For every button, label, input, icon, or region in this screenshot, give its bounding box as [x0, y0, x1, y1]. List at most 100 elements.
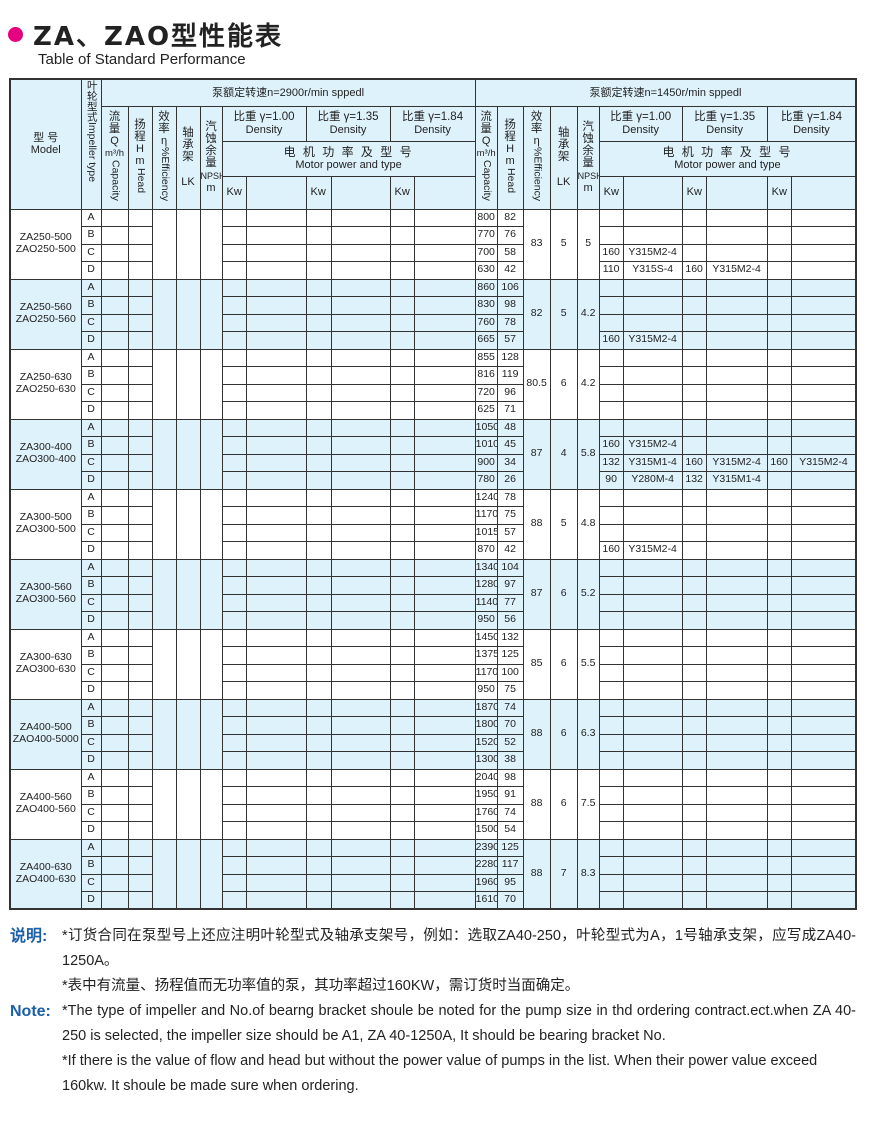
kw-2900-cell — [389, 453, 415, 472]
capacity-cell: 780 — [474, 471, 498, 490]
kw-cell — [766, 786, 792, 805]
capacity-cell: 1300 — [474, 751, 498, 770]
head-2900-cell — [127, 803, 153, 822]
kw-2900-cell — [389, 541, 415, 560]
kw-cell — [681, 313, 707, 332]
impeller-type-cell: C — [80, 593, 102, 612]
kw-2900-cell — [221, 523, 247, 542]
head-cell: 76 — [496, 226, 524, 245]
motor-type-2900-cell — [245, 593, 307, 612]
motor-type-2900-cell — [245, 733, 307, 752]
kw-cell — [681, 488, 707, 507]
lk-2900-cell — [175, 628, 201, 700]
motor-type-2900-cell — [245, 418, 307, 437]
capacity-2900-cell — [100, 786, 129, 805]
kw-2900-cell — [221, 698, 247, 717]
motor-type-2900-cell — [413, 838, 476, 857]
capacity-2900-cell — [100, 471, 129, 490]
motor-type-cell — [790, 488, 857, 507]
motor-type-2900-cell — [413, 716, 476, 735]
efficiency-2900-cell — [151, 628, 177, 700]
capacity-cell: 900 — [474, 453, 498, 472]
capacity-2900-cell — [100, 366, 129, 385]
efficiency-cell: 85 — [522, 628, 551, 700]
head-2900-cell — [127, 418, 153, 437]
header-kw-1450-0: Kw — [598, 175, 624, 210]
motor-type-2900-cell — [245, 278, 307, 297]
capacity-cell: 816 — [474, 366, 498, 385]
head-2900-cell — [127, 471, 153, 490]
impeller-type-cell: C — [80, 663, 102, 682]
kw-2900-cell — [389, 523, 415, 542]
bullet-dot-icon — [8, 27, 23, 42]
kw-cell — [681, 366, 707, 385]
motor-type-cell — [705, 331, 768, 350]
motor-type-2900-cell — [245, 838, 307, 857]
motor-type-2900-cell — [413, 873, 476, 892]
kw-cell — [681, 401, 707, 420]
capacity-2900-cell — [100, 803, 129, 822]
motor-type-cell — [790, 716, 857, 735]
capacity-cell: 1050 — [474, 418, 498, 437]
motor-type-cell — [790, 401, 857, 420]
impeller-type-cell: B — [80, 226, 102, 245]
head-cell: 91 — [496, 786, 524, 805]
kw-cell — [598, 768, 624, 787]
motor-type-cell: Y315M2-4 — [622, 243, 683, 262]
capacity-cell: 720 — [474, 383, 498, 402]
head-2900-cell — [127, 821, 153, 840]
motor-type-2900-cell — [330, 593, 391, 612]
head-cell: 75 — [496, 681, 524, 700]
kw-2900-cell — [305, 733, 332, 752]
kw-2900-cell — [305, 891, 332, 910]
motor-type-2900-cell — [330, 856, 391, 875]
table-row: ZA300-630 ZAO300-630 A 1450 132 85 6 5.5 — [9, 628, 857, 700]
header-density-1450-1: 比重 γ=1.35 Density — [681, 105, 768, 142]
motor-type-cell — [790, 663, 857, 682]
kw-cell — [598, 751, 624, 770]
header-efficiency-1450: 效率 η %Efficiency — [522, 105, 551, 210]
capacity-2900-cell — [100, 436, 129, 455]
kw-2900-cell — [221, 821, 247, 840]
kw-2900-cell — [389, 383, 415, 402]
impeller-type-cell: D — [80, 821, 102, 840]
kw-cell — [766, 296, 792, 315]
motor-type-cell — [790, 366, 857, 385]
impeller-type-cell: C — [80, 523, 102, 542]
head-2900-cell — [127, 838, 153, 857]
kw-cell — [766, 716, 792, 735]
impeller-type-cell: A — [80, 208, 102, 227]
motor-type-2900-cell — [413, 453, 476, 472]
kw-2900-cell — [389, 506, 415, 525]
head-2900-cell — [127, 436, 153, 455]
table-row: C 1760 74 — [10, 803, 857, 822]
motor-type-2900-cell — [245, 663, 307, 682]
motor-type-cell — [790, 523, 857, 542]
motor-type-cell — [705, 558, 768, 577]
head-2900-cell — [127, 891, 153, 910]
motor-type-cell — [790, 698, 857, 717]
motor-type-cell: Y315M2-4 — [622, 541, 683, 560]
kw-2900-cell — [389, 593, 415, 612]
npsh-2900-cell — [199, 348, 223, 420]
kw-2900-cell — [305, 541, 332, 560]
kw-2900-cell — [221, 261, 247, 280]
kw-cell — [766, 891, 792, 910]
kw-2900-cell — [305, 611, 332, 630]
kw-2900-cell — [221, 873, 247, 892]
kw-2900-cell — [305, 331, 332, 350]
kw-2900-cell — [221, 733, 247, 752]
model-cell: ZA300-400 ZAO300-400 — [9, 418, 82, 490]
head-cell: 57 — [496, 331, 524, 350]
head-cell: 56 — [496, 611, 524, 630]
lk-cell: 5 — [549, 278, 578, 350]
impeller-type-cell: B — [80, 716, 102, 735]
motor-type-cell — [622, 313, 683, 332]
kw-cell — [766, 821, 792, 840]
capacity-cell: 1170 — [474, 663, 498, 682]
capacity-2900-cell — [100, 698, 129, 717]
npsh-2900-cell — [199, 628, 223, 700]
capacity-2900-cell — [100, 541, 129, 560]
motor-type-cell — [790, 576, 857, 595]
